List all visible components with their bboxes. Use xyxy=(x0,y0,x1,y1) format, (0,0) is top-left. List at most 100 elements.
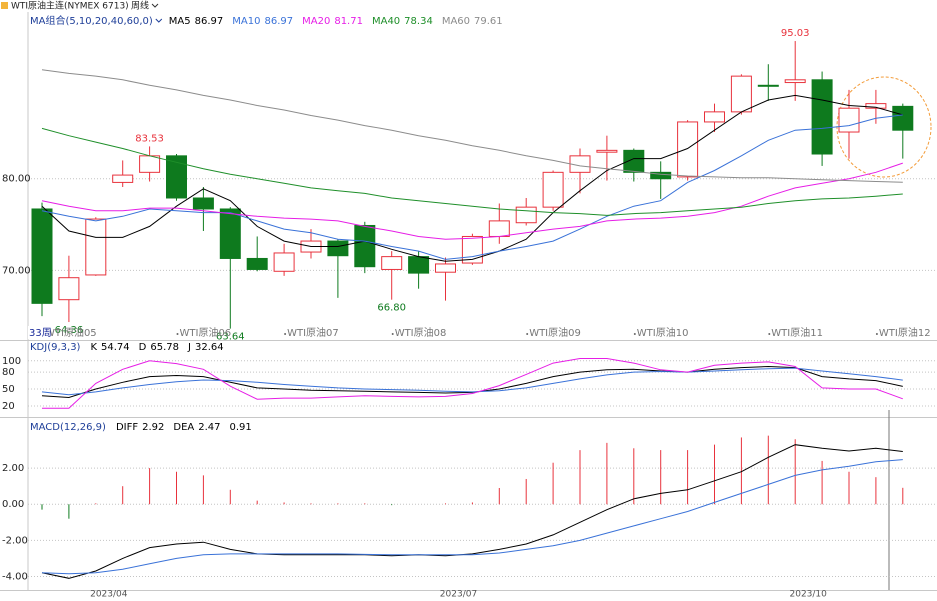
legend-name: J xyxy=(187,342,191,353)
indicator-line xyxy=(41,367,903,396)
candle-body xyxy=(838,107,860,133)
contract-label: WTI原油11 xyxy=(771,326,823,339)
candle-body xyxy=(166,155,187,199)
contract-label: WTI原油09 xyxy=(529,326,581,339)
y-tick-label: 50 xyxy=(2,384,15,395)
contract-marker xyxy=(176,333,179,335)
y-tick-label: 20 xyxy=(2,401,15,412)
candle-body xyxy=(246,257,268,270)
contract-marker xyxy=(633,333,636,335)
legend-value: 54.74 xyxy=(101,342,130,353)
indicator-line xyxy=(41,114,903,260)
price-annotation: 83.53 xyxy=(135,133,164,144)
x-tick-label: 2023/04 xyxy=(90,590,128,600)
y-tick-label: -2.00 xyxy=(2,535,28,546)
candle-body xyxy=(757,84,779,87)
contract-marker xyxy=(768,333,771,335)
legend-value: 2.92 xyxy=(142,422,164,433)
dropdown-arrow xyxy=(155,18,163,23)
contract-marker xyxy=(526,333,529,335)
legend-name: MA60 xyxy=(442,16,470,27)
candle-body xyxy=(58,277,80,301)
contract-label: WTI原油05 xyxy=(45,326,97,339)
contract-marker xyxy=(391,333,394,335)
legend-name: MA10 xyxy=(232,16,260,27)
legend-name: DIFF xyxy=(116,422,138,433)
candle-body xyxy=(381,256,403,270)
candle-body xyxy=(408,256,430,274)
x-tick-label: 2023/07 xyxy=(440,590,477,600)
dropdown-arrow xyxy=(151,3,159,8)
indicator-line xyxy=(41,127,903,216)
legend-name: K xyxy=(90,342,97,353)
indicator-line xyxy=(41,162,903,240)
symbol-icon xyxy=(1,2,8,9)
indicator-line xyxy=(41,459,903,575)
candle-body xyxy=(139,155,161,173)
x-tick-label: 2023/10 xyxy=(790,590,828,600)
candle-body xyxy=(488,220,510,237)
period-selector[interactable]: 周线 xyxy=(131,0,149,12)
y-tick-label: 0.00 xyxy=(2,499,24,510)
candle-body xyxy=(542,171,564,208)
contract-marker xyxy=(284,333,287,335)
candle-body xyxy=(461,235,483,264)
legend-value: 86.97 xyxy=(195,16,224,27)
legend-value: 32.64 xyxy=(195,342,224,353)
period-label-bg xyxy=(28,326,50,339)
contract-label: WTI原油10 xyxy=(637,326,689,339)
legend-name: MA5 xyxy=(169,16,191,27)
contract-label: WTI原油06 xyxy=(180,326,232,339)
contract-label: WTI原油12 xyxy=(879,326,931,339)
candle-body xyxy=(892,105,914,131)
y-tick-label: 2.00 xyxy=(2,463,24,474)
candle-body xyxy=(354,224,376,268)
candle-body xyxy=(515,206,537,224)
y-tick-label: -4.00 xyxy=(2,571,28,582)
candle-body xyxy=(327,240,349,257)
legend-name: DEA xyxy=(173,422,194,433)
indicator-title[interactable]: KDJ(9,3,3) xyxy=(30,342,81,353)
price-annotation: 66.80 xyxy=(377,303,406,314)
price-annotation: 64.36 xyxy=(55,325,84,336)
candle-body xyxy=(435,263,456,273)
contract-label: WTI原油08 xyxy=(395,326,447,339)
contract-marker xyxy=(875,333,878,335)
candle-body xyxy=(811,79,833,155)
candle-body xyxy=(650,171,672,180)
y-tick-label: 100 xyxy=(2,356,21,367)
indicator-title[interactable]: MACD(12,26,9) xyxy=(30,422,106,433)
symbol-title: WTI原油主连(NYMEX 6713) xyxy=(11,0,129,12)
candle-body xyxy=(784,79,806,84)
y-tick-label: 80 xyxy=(2,367,15,378)
candle-body xyxy=(865,103,887,109)
candle-body xyxy=(596,149,618,153)
candle-body xyxy=(192,197,214,210)
price-annotation: 95.03 xyxy=(781,28,810,39)
legend-value: 86.97 xyxy=(264,16,293,27)
candle-body xyxy=(219,208,241,259)
indicator-title[interactable]: MA组合(5,10,20,40,60,0) xyxy=(30,14,153,27)
candle-body xyxy=(704,111,725,123)
period-label: 33周 xyxy=(29,327,52,339)
legend-value: 81.71 xyxy=(334,16,363,27)
legend-name: D xyxy=(139,342,147,353)
candle-body xyxy=(623,149,645,173)
legend-value: 78.34 xyxy=(404,16,433,27)
legend-name: MA20 xyxy=(302,16,330,27)
legend-value: 0.91 xyxy=(230,422,252,433)
candle-body xyxy=(112,174,134,183)
price-annotation: 63.64 xyxy=(216,332,245,343)
candle-body xyxy=(677,121,699,178)
legend-value: 2.47 xyxy=(198,422,220,433)
contract-label: WTI原油07 xyxy=(287,326,339,339)
indicator-line xyxy=(42,358,903,409)
candle-body xyxy=(273,252,295,272)
legend-name: MA40 xyxy=(372,16,400,27)
legend-value: 79.61 xyxy=(474,16,503,27)
indicator-line xyxy=(41,94,903,262)
candle-body xyxy=(730,75,752,113)
candle-body xyxy=(85,218,107,276)
